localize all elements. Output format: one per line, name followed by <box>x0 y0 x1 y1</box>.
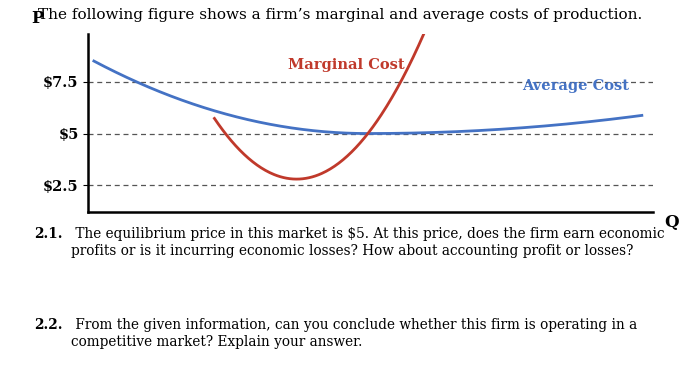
Text: From the given information, can you conclude whether this firm is operating in a: From the given information, can you conc… <box>71 318 638 349</box>
Text: Q: Q <box>664 215 679 232</box>
Text: The equilibrium price in this market is $5. At this price, does the firm earn ec: The equilibrium price in this market is … <box>71 227 665 258</box>
Text: Marginal Cost: Marginal Cost <box>288 58 404 72</box>
Text: The following figure shows a firm’s marginal and average costs of production.: The following figure shows a firm’s marg… <box>38 8 642 22</box>
Text: P: P <box>31 10 44 27</box>
Text: 2.1.: 2.1. <box>34 227 63 241</box>
Text: 2.2.: 2.2. <box>34 318 63 332</box>
Text: Average Cost: Average Cost <box>523 79 630 93</box>
